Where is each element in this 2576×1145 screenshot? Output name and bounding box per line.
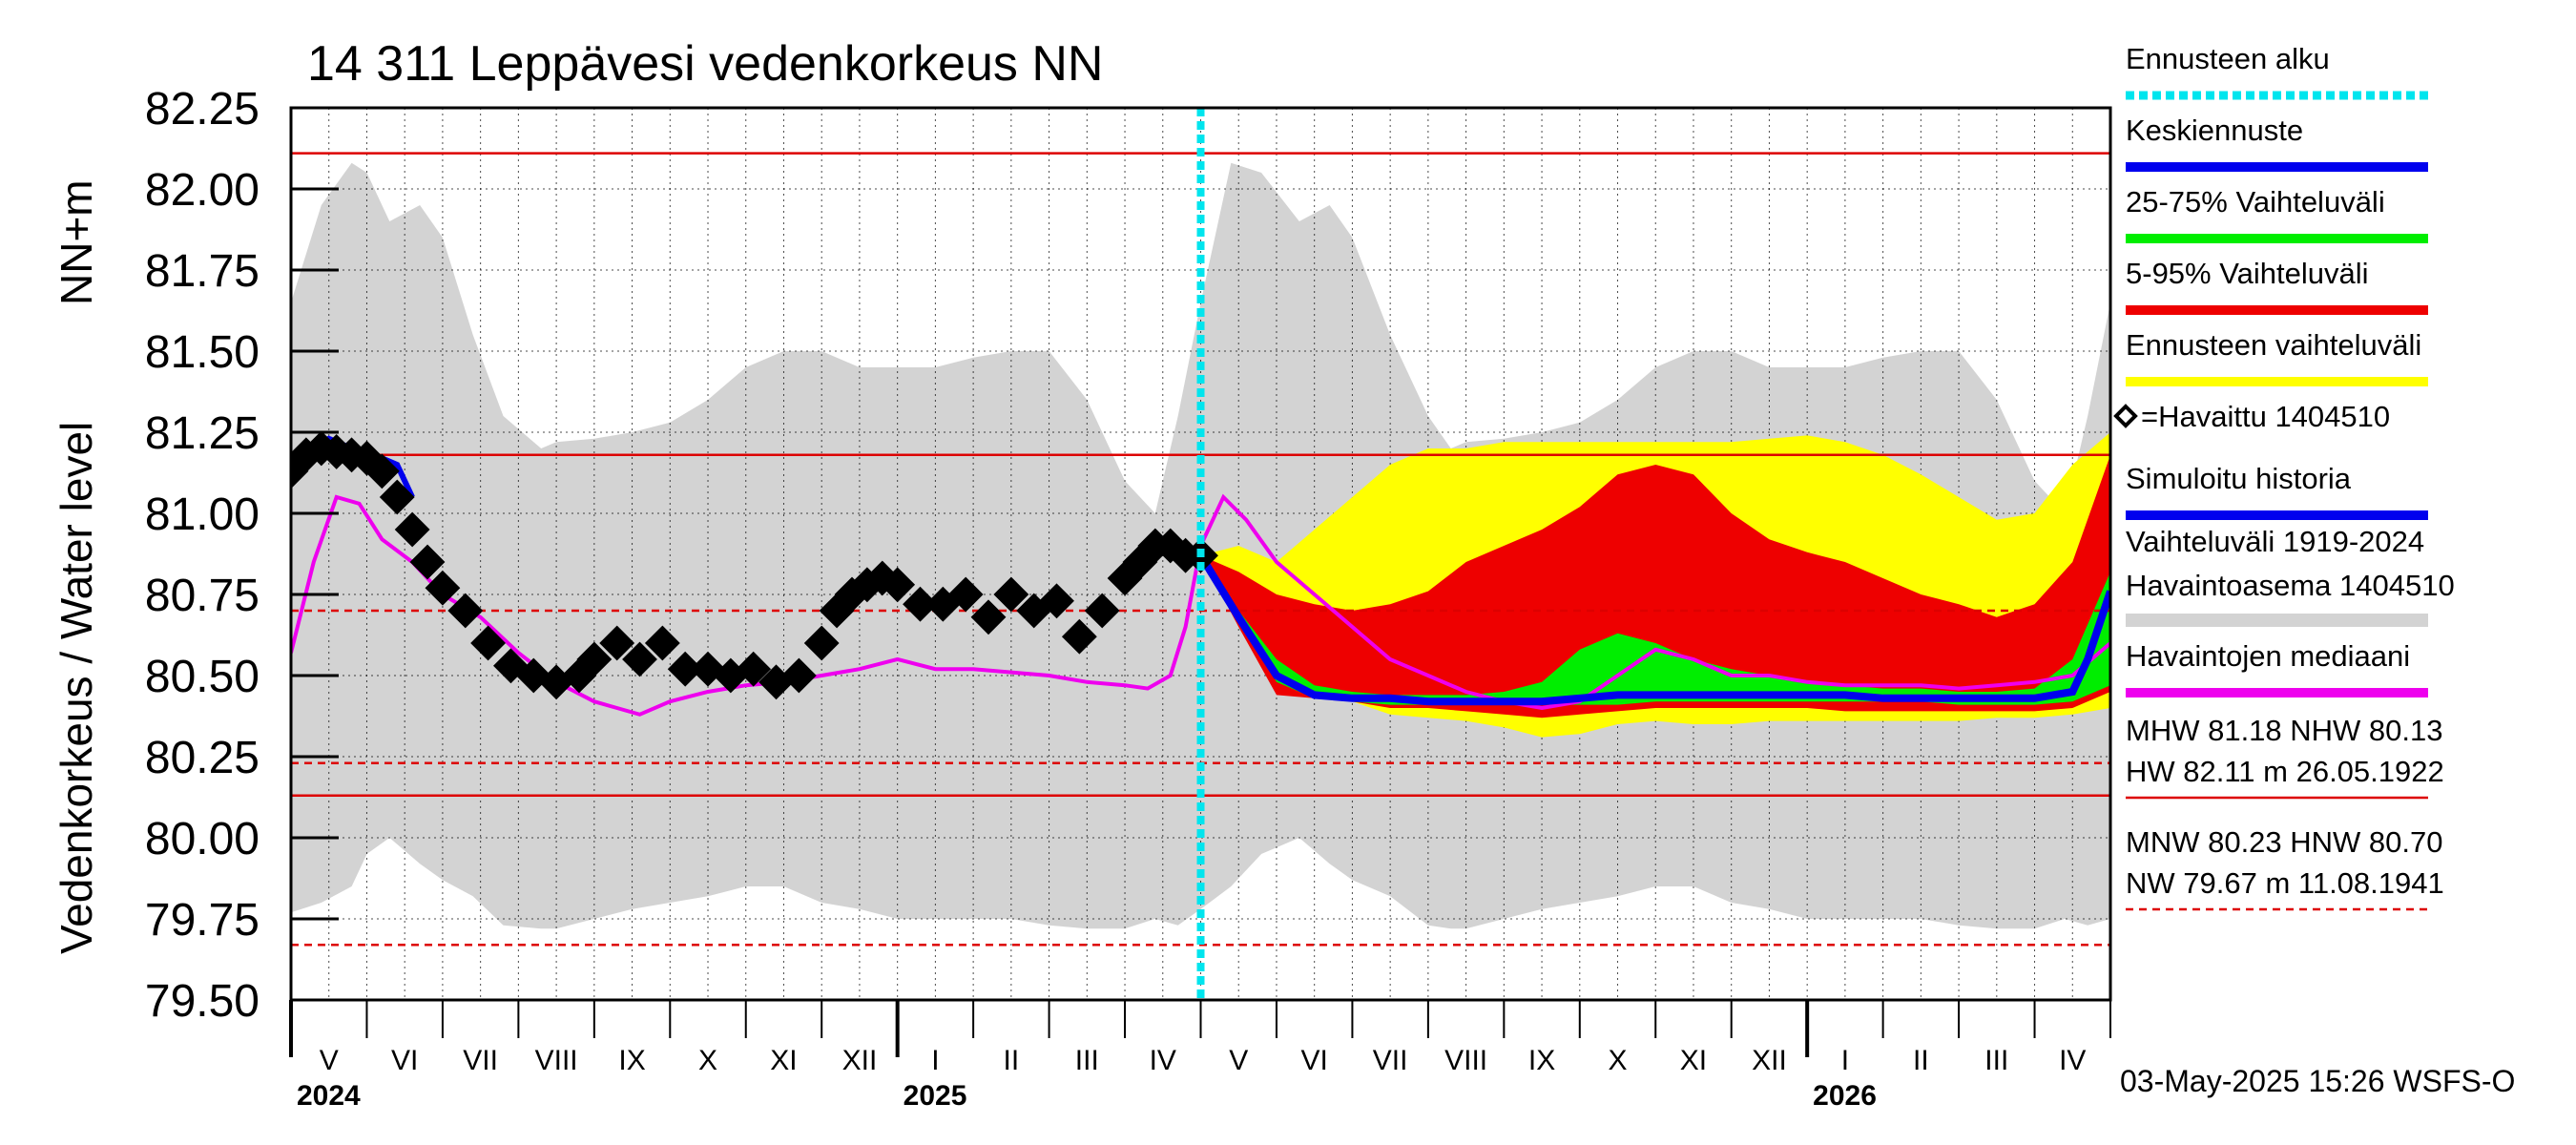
month-label: VIII: [535, 1045, 578, 1076]
y-tick-label: 79.75: [145, 895, 260, 946]
month-label: X: [1609, 1045, 1628, 1076]
observed-point: [736, 651, 772, 687]
observed-point: [1084, 593, 1120, 629]
month-label: XII: [1752, 1045, 1787, 1076]
stat-line: MNW 80.23 HNW 80.70: [2126, 825, 2443, 859]
observed-point: [447, 593, 484, 629]
legend-swatch-marker: [2113, 404, 2138, 428]
month-label: II: [1913, 1045, 1929, 1076]
month-label: VII: [463, 1045, 498, 1076]
observed-point: [425, 570, 461, 606]
legend-label: =Havaittu 1404510: [2141, 400, 2390, 433]
chart-title: 14 311 Leppävesi vedenkorkeus NN: [307, 36, 1103, 92]
month-label: IX: [1528, 1045, 1555, 1076]
y-tick-label: 81.00: [145, 489, 260, 540]
month-label: XII: [842, 1045, 878, 1076]
observed-point: [576, 641, 613, 677]
observed-point: [622, 641, 657, 677]
month-label: V: [1229, 1045, 1248, 1076]
observed-point: [409, 544, 446, 580]
observed-point: [947, 576, 984, 613]
y-tick-label: 82.25: [145, 84, 260, 135]
month-label: VI: [391, 1045, 418, 1076]
observed-point: [993, 576, 1029, 613]
month-label: I: [1841, 1045, 1849, 1076]
stat-line: MHW 81.18 NHW 80.13: [2126, 714, 2443, 747]
percentile-5-95-band: [1200, 454, 2110, 718]
observed-point: [599, 625, 635, 661]
statistics-block: MHW 81.18 NHW 80.13 HW 82.11 m 26.05.1922…: [2126, 714, 2444, 911]
observed-point: [880, 567, 916, 603]
year-label: 2026: [1813, 1080, 1877, 1112]
y-tick-label: 79.50: [145, 976, 260, 1027]
month-label: V: [320, 1045, 339, 1076]
month-label: XI: [770, 1045, 797, 1076]
y-tick-label: 81.75: [145, 246, 260, 297]
observed-point: [803, 625, 840, 661]
observed-point: [644, 625, 680, 661]
legend-label: 5-95% Vaihteluväli: [2126, 257, 2368, 290]
month-label: VII: [1373, 1045, 1408, 1076]
month-label: IV: [1150, 1045, 1176, 1076]
month-label: XI: [1680, 1045, 1707, 1076]
legend-label: Keskiennuste: [2126, 114, 2303, 147]
observed-point: [1061, 618, 1097, 655]
observed-point: [1039, 583, 1074, 619]
month-label: VI: [1301, 1045, 1328, 1076]
footer-timestamp: 03-May-2025 15:26 WSFS-O: [2120, 1064, 2515, 1098]
month-label: VIII: [1444, 1045, 1487, 1076]
month-label: I: [931, 1045, 939, 1076]
mean-forecast-line: [1197, 553, 2110, 706]
observed-point: [780, 657, 817, 694]
stat-line: HW 82.11 m 26.05.1922: [2126, 755, 2444, 788]
legend-label: Ennusteen alku: [2126, 42, 2330, 75]
legend-label: Simuloitu historia: [2126, 462, 2352, 495]
month-label: III: [1984, 1045, 2008, 1076]
plot-content: [291, 108, 2110, 1000]
y-tick-label: 80.25: [145, 733, 260, 783]
percentile-25-75-band: [1200, 555, 2110, 705]
plot-area: [291, 108, 2110, 1000]
legend-label: Havaintojen mediaani: [2126, 639, 2410, 673]
month-label: III: [1075, 1045, 1099, 1076]
legend-label: Ennusteen vaihteluväli: [2126, 328, 2421, 362]
y-tick-label: 80.00: [145, 814, 260, 864]
observed-point: [379, 479, 415, 515]
legend: Ennusteen alku Keskiennuste 25-75% Vaihtel…: [2113, 42, 2455, 697]
stat-line: NW 79.67 m 11.08.1941: [2126, 866, 2444, 900]
month-label: II: [1004, 1045, 1020, 1076]
year-label: 2025: [904, 1080, 967, 1112]
month-label: X: [698, 1045, 717, 1076]
y-tick-label: 81.25: [145, 408, 260, 459]
legend-label: Vaihteluväli 1919-2024: [2126, 525, 2424, 558]
observed-point: [394, 511, 430, 548]
observed-point: [470, 625, 507, 661]
axes: 82.25 82.00 81.75 81.50 81.25 81.00 80.75 80.50…: [145, 84, 2112, 1112]
y-axis-label: Vedenkorkeus / Water level: [52, 422, 101, 954]
observed-point: [970, 599, 1007, 635]
y-tick-label: 80.75: [145, 571, 260, 621]
y-axis-unit-label: NN+m: [52, 179, 101, 305]
year-label: 2024: [297, 1080, 361, 1112]
month-label: IX: [618, 1045, 645, 1076]
y-tick-label: 80.50: [145, 652, 260, 702]
y-tick-label: 81.50: [145, 327, 260, 378]
observed-point: [364, 453, 400, 489]
legend-label: Havaintoasema 1404510: [2126, 569, 2455, 602]
y-tick-label: 82.00: [145, 165, 260, 216]
legend-label: 25-75% Vaihteluväli: [2126, 185, 2385, 219]
month-label: IV: [2059, 1045, 2086, 1076]
